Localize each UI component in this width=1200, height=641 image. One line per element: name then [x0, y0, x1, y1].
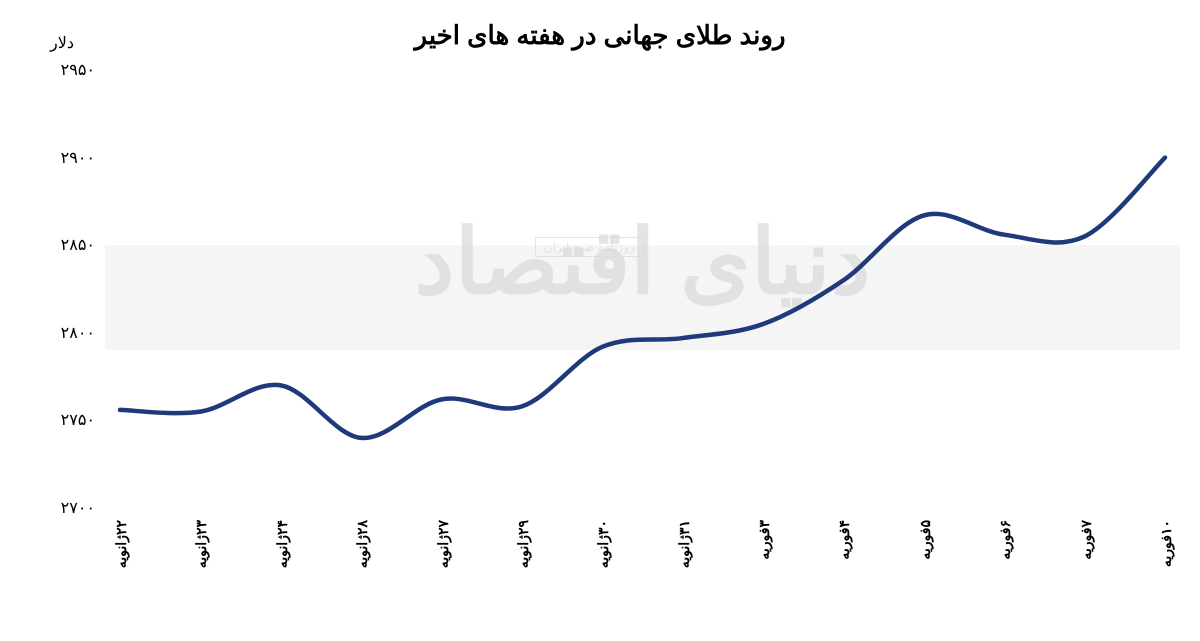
x-tick: ۲۳ژانویه	[193, 520, 209, 568]
x-tick: ۳فوریه	[756, 520, 772, 560]
y-tick: ۲۷۵۰	[61, 410, 95, 430]
y-tick: ۲۸۰۰	[61, 323, 95, 343]
x-tick: ۲۲ژانویه	[113, 520, 129, 568]
y-tick: ۲۹۰۰	[61, 148, 95, 168]
x-tick: ۲۹ژانویه	[515, 520, 531, 568]
y-tick: ۲۸۵۰	[61, 235, 95, 255]
plot-area: دنیای اقتصاد روزنامه صبح ایران	[105, 70, 1180, 508]
x-tick: ۱۰فوریه	[1158, 520, 1174, 567]
chart-title: روند طلای جهانی در هفته های اخیر	[0, 20, 1200, 51]
y-tick: ۲۹۵۰	[61, 60, 95, 80]
x-tick: ۷فوریه	[1078, 520, 1094, 560]
x-tick: ۲۴ژانویه	[274, 520, 290, 568]
x-tick: ۲۷ژانویه	[435, 520, 451, 568]
line-svg	[105, 70, 1180, 508]
x-tick: ۳۱ژانویه	[676, 520, 692, 568]
x-tick: ۴فوریه	[836, 520, 852, 560]
x-tick: ۳۰ژانویه	[595, 520, 611, 568]
gold-price-chart: روند طلای جهانی در هفته های اخیر دلار دن…	[0, 0, 1200, 641]
x-tick: ۲۸ژانویه	[354, 520, 370, 568]
x-tick: ۵فوریه	[917, 520, 933, 560]
price-line	[120, 158, 1165, 438]
x-tick: ۶فوریه	[997, 520, 1013, 560]
y-axis-unit: دلار	[50, 33, 74, 53]
y-tick: ۲۷۰۰	[61, 498, 95, 518]
